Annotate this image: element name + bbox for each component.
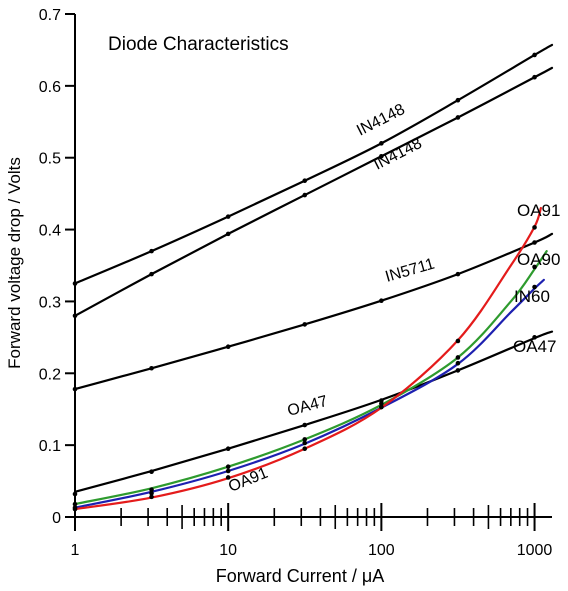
data-point-oa91 bbox=[455, 338, 461, 344]
data-point-in4148 bbox=[455, 97, 461, 103]
data-point-in4148 bbox=[379, 141, 384, 146]
data-point-oa47 bbox=[149, 469, 154, 475]
y-tick-label: 0.4 bbox=[39, 223, 61, 240]
y-tick-label: 0.2 bbox=[39, 366, 61, 383]
data-point-in5711 bbox=[532, 240, 537, 245]
labels-layer: Diode Characteristics Forward Current / … bbox=[5, 34, 560, 586]
data-point-in5711 bbox=[455, 271, 461, 277]
points-layer bbox=[72, 52, 537, 512]
series-label-in5711: IN5711 bbox=[383, 256, 436, 286]
chart-title: Diode Characteristics bbox=[108, 34, 289, 55]
series-line-oa47-3 bbox=[73, 330, 554, 493]
data-point-oa90 bbox=[379, 401, 384, 406]
series-label-oa47-inline: OA47 bbox=[286, 393, 330, 420]
series-line-in4148-0 bbox=[73, 43, 554, 285]
data-point-in5711 bbox=[379, 298, 384, 304]
data-point-in5711 bbox=[302, 322, 308, 327]
y-tick-label: 0.3 bbox=[39, 294, 61, 311]
series-label-in4148-lower: IN4148 bbox=[371, 135, 425, 174]
data-point-in4148 bbox=[225, 214, 231, 219]
data-point-oa91 bbox=[149, 494, 154, 500]
data-point-in60 bbox=[225, 468, 231, 474]
data-point-oa90 bbox=[225, 464, 231, 470]
data-point-oa91 bbox=[532, 225, 537, 230]
y-tick-label: 0.5 bbox=[39, 151, 61, 168]
data-point-oa47 bbox=[225, 446, 231, 452]
data-point-oa47 bbox=[302, 422, 308, 428]
data-point-oa90 bbox=[72, 501, 78, 507]
data-point-in4148 bbox=[149, 248, 154, 254]
y-tick-label: 0.1 bbox=[39, 438, 61, 455]
data-point-oa91 bbox=[72, 506, 78, 512]
data-point-in4148 bbox=[149, 271, 154, 277]
x-tick-label: 100 bbox=[368, 542, 395, 559]
series-line-in4148-1 bbox=[73, 66, 554, 317]
data-point-in60 bbox=[302, 440, 308, 446]
y-tick-label: 0.7 bbox=[39, 7, 61, 24]
data-point-oa91 bbox=[225, 475, 231, 480]
data-point-oa91 bbox=[302, 446, 308, 452]
data-point-oa91 bbox=[379, 404, 384, 410]
data-point-in5711 bbox=[149, 365, 154, 371]
y-tick-label: 0 bbox=[52, 510, 61, 527]
data-point-oa90 bbox=[149, 487, 154, 492]
data-point-in4148 bbox=[225, 231, 231, 237]
x-tick-label: 1 bbox=[71, 542, 80, 559]
data-point-in4148 bbox=[72, 313, 78, 319]
data-point-in4148 bbox=[379, 153, 384, 159]
data-point-in4148 bbox=[455, 115, 461, 120]
data-point-oa47 bbox=[455, 368, 461, 373]
data-point-in4148 bbox=[532, 74, 537, 80]
data-point-in5711 bbox=[72, 386, 78, 392]
data-point-in4148 bbox=[302, 178, 308, 184]
data-point-oa90 bbox=[455, 355, 461, 360]
x-axis-label: Forward Current / μA bbox=[216, 566, 384, 586]
data-point-oa47 bbox=[532, 335, 537, 340]
series-label-oa90-right: OA90 bbox=[517, 250, 560, 269]
x-tick-label: 1000 bbox=[517, 542, 553, 559]
data-point-oa90 bbox=[532, 264, 537, 270]
data-point-in60 bbox=[532, 284, 537, 290]
data-point-in4148 bbox=[532, 52, 537, 58]
data-point-in60 bbox=[455, 360, 461, 366]
series-label-oa47-right: OA47 bbox=[513, 337, 556, 356]
data-point-in5711 bbox=[225, 344, 231, 349]
y-tick-label: 0.6 bbox=[39, 79, 61, 96]
data-point-in60 bbox=[149, 490, 154, 496]
data-point-in4148 bbox=[72, 281, 78, 286]
y-axis-label: Forward voltage drop / Volts bbox=[5, 157, 24, 369]
x-tick-label: 10 bbox=[219, 542, 237, 559]
data-point-in4148 bbox=[302, 192, 308, 198]
data-point-oa90 bbox=[302, 437, 308, 442]
series-label-oa91-right: OA91 bbox=[517, 201, 560, 220]
series-line-oa90-4 bbox=[73, 250, 548, 506]
axes-layer: 0 0.1 0.2 0.3 0.4 0.5 0.6 0.7 1 10 100 1000 bbox=[39, 7, 553, 559]
curves-layer bbox=[73, 43, 554, 511]
data-point-oa47 bbox=[72, 491, 78, 497]
series-label-in60-right: IN60 bbox=[514, 287, 550, 306]
